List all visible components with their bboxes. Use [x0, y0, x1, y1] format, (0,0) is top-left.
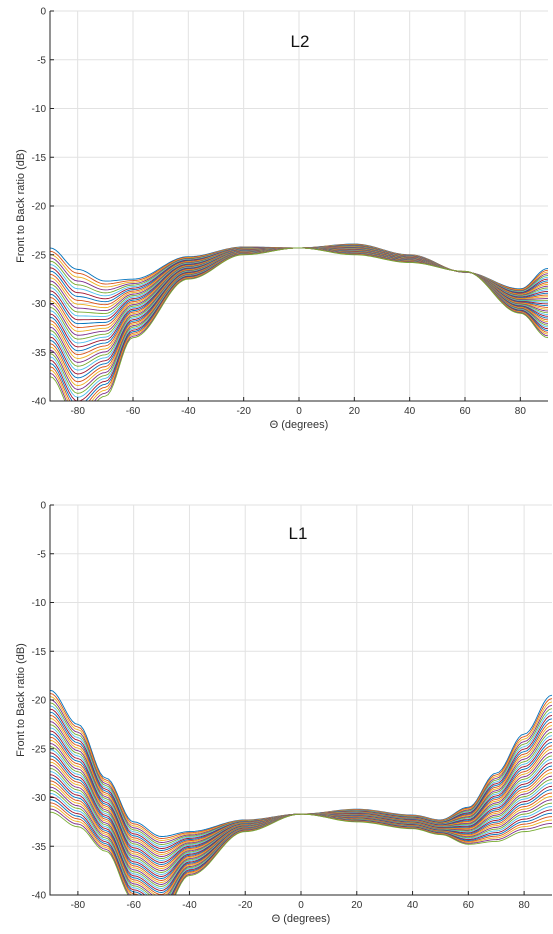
l1-y-tick-label: -25	[32, 744, 47, 755]
l1-x-tick-label: 60	[463, 900, 475, 911]
l1-y-tick-label: -40	[32, 891, 47, 902]
l2-x-tick-label: 0	[296, 406, 302, 417]
l2-x-tick-label: 60	[459, 406, 471, 417]
l1-x-tick-label: 40	[407, 900, 419, 911]
l2-series-line-40	[50, 247, 548, 401]
l2-x-tick-label: -80	[70, 406, 85, 417]
l2-x-tick-label: -40	[181, 406, 196, 417]
l1-x-tick-label: -40	[182, 900, 197, 911]
l2-y-tick-label: -25	[32, 250, 47, 261]
l1-y-tick-label: -35	[32, 842, 47, 853]
l2-y-tick-label: -35	[32, 348, 47, 359]
l2-y-tick-label: -15	[32, 153, 47, 164]
l1-chart-title: L1	[289, 524, 308, 543]
l2-y-tick-label: -40	[32, 397, 47, 408]
l2-x-tick-label: 40	[404, 406, 416, 417]
l1-y-tick-label: -30	[32, 793, 47, 804]
l1-y-tick-label: -5	[37, 549, 46, 560]
l1-x-axis-label: Θ (degrees)	[272, 913, 331, 925]
l1-x-tick-label: 80	[519, 900, 531, 911]
l1-y-axis-label: Front to Back ratio (dB)	[15, 643, 27, 757]
l2-x-tick-label: -20	[236, 406, 251, 417]
chart-l1: -80 -60 -40 -20 0 20 40 60 80 0 -5 -10 -15 -20 -25 -30 -…	[0, 467, 553, 934]
l1-x-tick-label: 0	[298, 900, 304, 911]
l2-x-axis-label: Θ (degrees)	[270, 419, 329, 431]
chart-l1-plot: -80 -60 -40 -20 0 20 40 60 80 0 -5 -10 -15 -20 -25 -30 -…	[15, 501, 552, 925]
l1-y-tick-label: -15	[32, 647, 47, 658]
l1-y-tick-label: -10	[32, 598, 47, 609]
l1-x-tick-label: 20	[351, 900, 363, 911]
l2-y-tick-label: -30	[32, 299, 47, 310]
l2-y-tick-label: -5	[37, 55, 46, 66]
chart-l2: -80 -60 -40 -20 0 20 40 60 80 0 -5 -10 -15 -20 -25 -30 -…	[15, 7, 548, 431]
l1-series-line-40	[50, 811, 552, 895]
l1-x-tick-label: -20	[238, 900, 253, 911]
l1-x-tick-label: -80	[71, 900, 86, 911]
l1-series-group	[50, 689, 552, 895]
l1-y-tick-label: -20	[32, 696, 47, 707]
chart-l2-plot: -80 -60 -40 -20 0 20 40 60 80 0 -5 -10 -15 -20 -25 -30 -…	[15, 7, 548, 431]
l2-x-tick-label: 80	[515, 406, 527, 417]
l1-x-tick-label: -60	[126, 900, 141, 911]
l2-x-tick-label: 20	[349, 406, 361, 417]
l2-series-group	[50, 243, 548, 401]
l2-y-tick-label: 0	[40, 7, 46, 18]
l2-y-tick-label: -10	[32, 104, 47, 115]
l2-y-tick-label: -20	[32, 202, 47, 213]
l2-y-axis-label: Front to Back ratio (dB)	[15, 149, 27, 263]
l1-y-tick-label: 0	[40, 501, 46, 512]
l2-chart-title: L2	[291, 32, 310, 51]
l2-x-tick-label: -60	[126, 406, 141, 417]
